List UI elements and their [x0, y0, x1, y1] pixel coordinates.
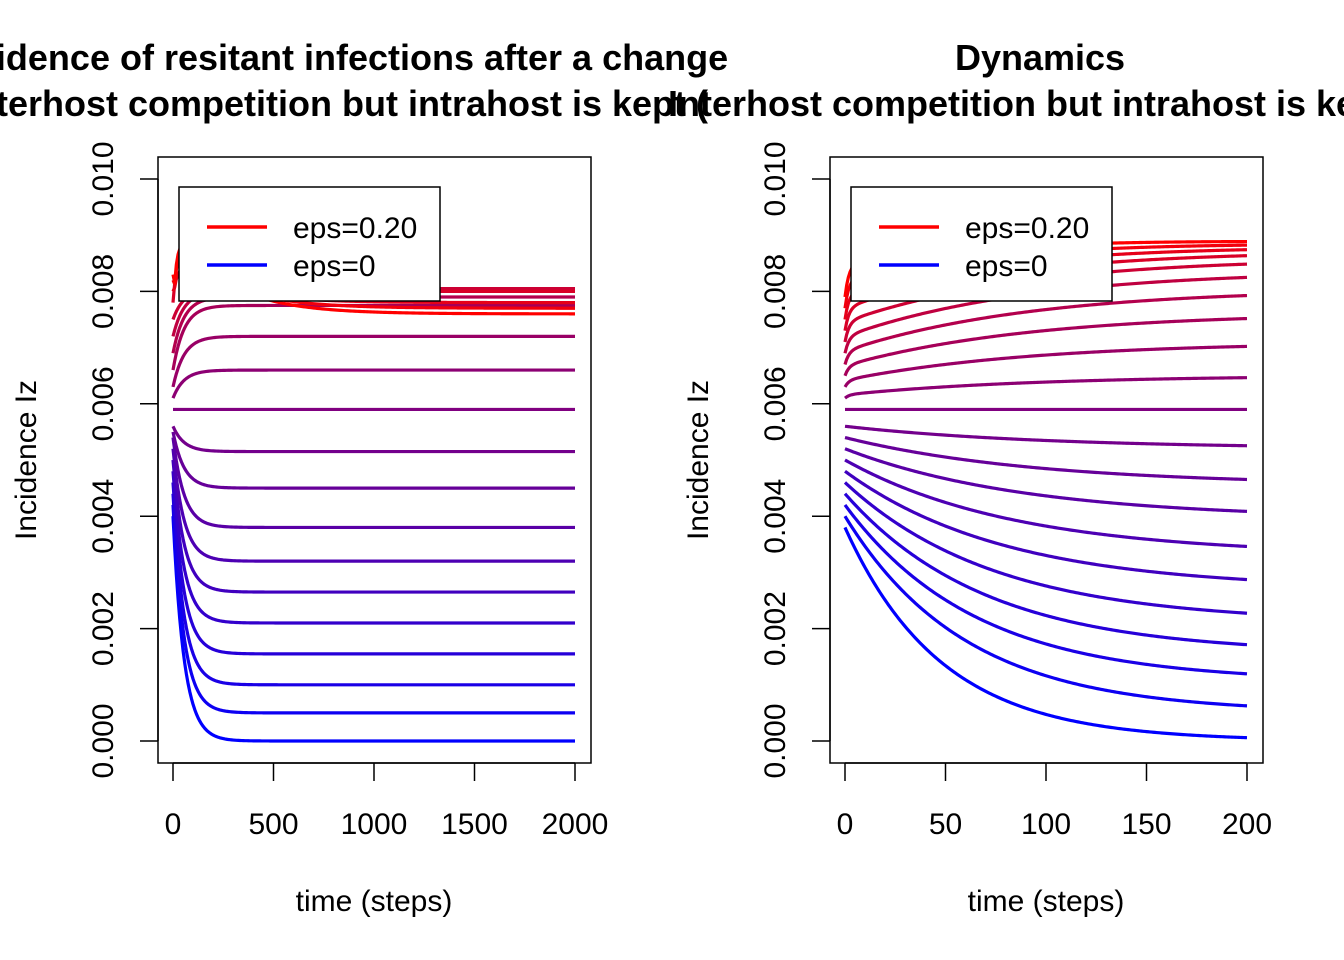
left-chart-panel: Incidence of resitant infections after a… [0, 37, 728, 918]
right-series-line [843, 344, 1248, 388]
left-axes: 0 500 1000 1500 2000 0.000 0.002 0.004 0.006 0.00… [87, 141, 608, 841]
left-series-line [171, 504, 575, 715]
right-legend-label-eps020: eps=0.20 [965, 212, 1089, 245]
right-y-tick-label: 0.000 [759, 703, 792, 778]
right-y-tick-label: 0.010 [759, 141, 792, 216]
left-series-line [171, 482, 575, 656]
right-series-line [844, 376, 1248, 400]
left-series-group [171, 244, 575, 743]
right-series-line [843, 515, 1248, 708]
left-chart-title-line2: Interhost competition but intrahost is k… [0, 83, 708, 124]
left-y-tick-label: 0.004 [87, 479, 120, 554]
right-legend-label-eps0: eps=0 [965, 250, 1048, 283]
left-x-tick-label: 0 [165, 808, 182, 841]
right-x-tick-label: 150 [1121, 808, 1171, 841]
right-legend-box [850, 186, 1113, 302]
right-series-line [844, 458, 1248, 549]
left-series-line [171, 516, 575, 743]
right-series-line [843, 481, 1248, 615]
right-chart-title-line2: Interhost competition but intrahost is k… [668, 83, 1344, 124]
right-y-tick-label: 0.006 [759, 366, 792, 441]
left-legend: eps=0.20 eps=0 [178, 186, 441, 302]
left-legend-label-eps020: eps=0.20 [293, 212, 417, 245]
left-y-axis-label: Incidence Iz [10, 380, 43, 540]
left-legend-box [178, 186, 441, 302]
right-series-line [843, 504, 1248, 676]
left-y-tick-label: 0.000 [87, 703, 120, 778]
right-x-axis-label: time (steps) [968, 885, 1125, 918]
right-x-tick-label: 0 [837, 808, 854, 841]
right-series-line [843, 293, 1248, 365]
right-series-line [843, 492, 1248, 647]
right-legend: eps=0.20 eps=0 [850, 186, 1113, 302]
left-x-tick-label: 1500 [441, 808, 508, 841]
right-axes: 0 50 100 150 200 0.000 0.002 0.004 0.006 0.008 0.0… [759, 141, 1272, 841]
left-series-line [171, 431, 575, 490]
right-series-line [844, 435, 1248, 482]
left-legend-label-eps0: eps=0 [293, 250, 376, 283]
left-series-line [171, 334, 575, 388]
right-chart-panel: Dynamics Interhost competition but intra… [668, 37, 1344, 918]
left-series-line [171, 437, 575, 530]
right-series-group [843, 239, 1248, 740]
right-series-line [844, 469, 1248, 582]
left-y-tick-label: 0.002 [87, 591, 120, 666]
left-x-tick-label: 500 [248, 808, 298, 841]
left-x-tick-label: 2000 [542, 808, 609, 841]
left-y-tick-label: 0.006 [87, 366, 120, 441]
left-y-tick-label: 0.008 [87, 254, 120, 329]
right-y-tick-label: 0.004 [759, 479, 792, 554]
right-series-line [844, 424, 1248, 448]
left-series-line [171, 493, 575, 687]
right-x-tick-label: 200 [1222, 808, 1272, 841]
left-y-tick-label: 0.010 [87, 141, 120, 216]
left-series-line [171, 471, 575, 625]
right-y-tick-label: 0.008 [759, 254, 792, 329]
right-x-tick-label: 100 [1021, 808, 1071, 841]
right-y-tick-label: 0.002 [759, 591, 792, 666]
right-series-line [844, 447, 1248, 513]
right-series-line [843, 526, 1248, 740]
left-x-axis-label: time (steps) [296, 885, 453, 918]
right-chart-title-line1: Dynamics [955, 37, 1125, 78]
left-series-line [171, 425, 575, 454]
left-series-line [171, 448, 575, 563]
right-x-tick-label: 50 [929, 808, 962, 841]
right-y-axis-label: Incidence Iz [682, 380, 715, 540]
left-chart-title-line1: Incidence of resitant infections after a… [0, 37, 728, 78]
left-series-line [171, 459, 575, 594]
left-x-tick-label: 1000 [341, 808, 408, 841]
left-series-line [171, 368, 575, 399]
right-series-line [843, 316, 1248, 377]
